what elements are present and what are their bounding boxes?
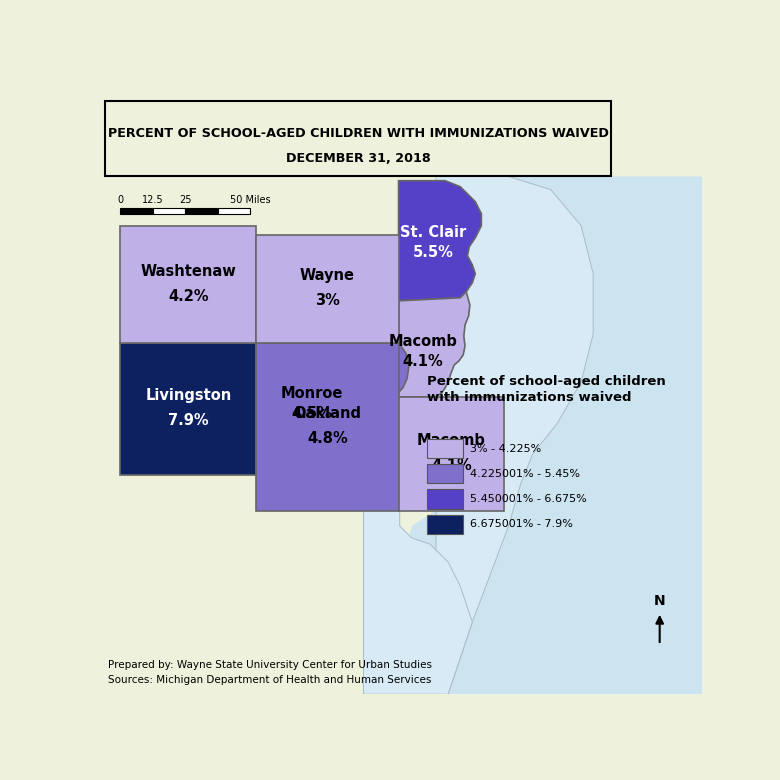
Text: Macomb: Macomb: [417, 433, 486, 448]
Bar: [120, 343, 257, 475]
Text: Livingston: Livingston: [145, 388, 232, 403]
Bar: [153, 207, 186, 214]
Text: 4.225001% - 5.45%: 4.225001% - 5.45%: [470, 469, 580, 479]
Text: 3% - 4.225%: 3% - 4.225%: [470, 444, 542, 453]
Text: Washtenaw: Washtenaw: [140, 264, 236, 278]
Text: 4.5%: 4.5%: [292, 406, 332, 421]
Bar: [218, 207, 250, 214]
Text: Wayne: Wayne: [300, 268, 355, 283]
Bar: [427, 515, 463, 534]
Text: 50 Miles: 50 Miles: [230, 195, 271, 204]
Text: St. Clair: St. Clair: [400, 225, 466, 240]
Bar: [399, 397, 505, 511]
Bar: [120, 207, 153, 214]
Polygon shape: [363, 303, 473, 694]
Bar: [120, 225, 257, 343]
Text: Percent of school-aged children: Percent of school-aged children: [427, 375, 665, 388]
Text: Oakland: Oakland: [293, 406, 361, 421]
Text: 3%: 3%: [315, 293, 340, 308]
Polygon shape: [399, 176, 702, 694]
Bar: [98, 176, 702, 694]
Bar: [427, 464, 463, 484]
Polygon shape: [436, 176, 594, 694]
Text: 7.9%: 7.9%: [168, 413, 209, 428]
Text: 5.5%: 5.5%: [413, 245, 453, 261]
Bar: [105, 101, 612, 176]
Text: Sources: Michigan Department of Health and Human Services: Sources: Michigan Department of Health a…: [108, 675, 432, 685]
Text: PERCENT OF SCHOOL-AGED CHILDREN WITH IMMUNIZATIONS WAIVED: PERCENT OF SCHOOL-AGED CHILDREN WITH IMM…: [108, 127, 608, 140]
Bar: [427, 439, 463, 458]
Text: 5.450001% - 6.675%: 5.450001% - 6.675%: [470, 494, 587, 504]
Text: 6.675001% - 7.9%: 6.675001% - 7.9%: [470, 519, 573, 530]
Text: Macomb: Macomb: [388, 334, 457, 349]
Text: with immunizations waived: with immunizations waived: [427, 391, 632, 404]
Bar: [257, 343, 399, 511]
Text: Prepared by: Wayne State University Center for Urban Studies: Prepared by: Wayne State University Cent…: [108, 661, 432, 670]
Text: 4.8%: 4.8%: [307, 431, 348, 446]
Text: 4.1%: 4.1%: [402, 354, 443, 369]
Text: DECEMBER 31, 2018: DECEMBER 31, 2018: [285, 152, 431, 165]
Text: N: N: [654, 594, 665, 608]
Text: 0: 0: [118, 195, 123, 204]
Bar: [427, 489, 463, 509]
Polygon shape: [399, 292, 470, 397]
Text: 25: 25: [179, 195, 192, 204]
Text: 4.2%: 4.2%: [168, 289, 209, 303]
Bar: [257, 235, 399, 343]
Text: 12.5: 12.5: [142, 195, 164, 204]
Bar: [186, 207, 218, 214]
Polygon shape: [399, 181, 481, 301]
Text: 4.1%: 4.1%: [431, 459, 472, 473]
Text: Monroe: Monroe: [281, 386, 343, 402]
Polygon shape: [257, 343, 409, 460]
